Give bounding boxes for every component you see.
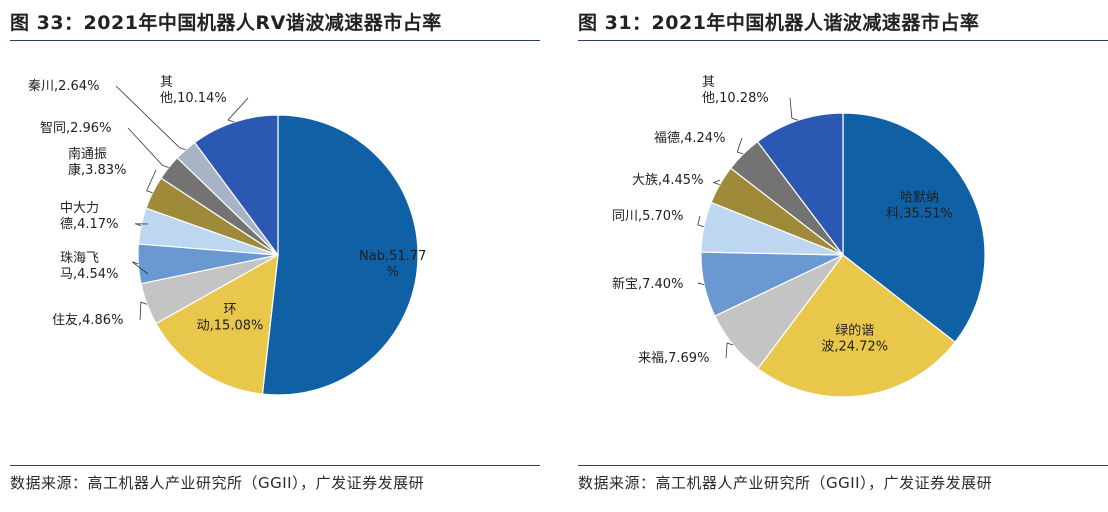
slice-label-line: 马,4.54% — [60, 267, 118, 282]
slice-label-line: 其 — [160, 75, 173, 90]
slice-label: 新宝,7.40% — [612, 276, 683, 292]
slice-label-line: 南通振 — [68, 146, 107, 162]
slice-label-line: 动,15.08% — [197, 318, 264, 333]
slice-label-line: 其 — [702, 75, 715, 90]
slice-label-line: 环 — [223, 302, 236, 317]
source-divider — [578, 465, 1108, 466]
pie-slice — [756, 254, 956, 398]
slice-label-line: 来福,7.69% — [638, 351, 709, 366]
slice-label: 南通振康,3.83% — [68, 146, 126, 178]
slice-label-line: 他,10.14% — [160, 91, 227, 106]
slice-label: 同川,5.70% — [612, 209, 683, 224]
pie-chart-harmonic: 哈默纳科,35.51% 绿的谐波,24.72% 来福,7.69% 新宝,7.40% 同川… — [612, 75, 986, 398]
chart-panel-harmonic: 图 31：2021年中国机器人谐波减速器市占率 哈默纳科,35.51% 绿的谐波,… — [568, 0, 1108, 512]
slice-label: 其他,10.14% — [160, 75, 227, 106]
slice-label-line: 绿的谐 — [835, 322, 874, 338]
slice-label-line: 大族,4.45% — [632, 172, 703, 188]
slice-label-line: % — [387, 265, 399, 280]
leader-line — [227, 97, 249, 123]
slice-label: 环动,15.08% — [197, 302, 264, 333]
slice-label: 福德,4.24% — [654, 131, 725, 146]
source-note: 数据来源：高工机器人产业研究所（GGII），广发证券发展研 — [578, 474, 993, 492]
slice-label-line: 同川,5.70% — [612, 209, 683, 224]
slice-label-line: 珠海飞 — [60, 251, 99, 266]
leader-line — [725, 342, 734, 359]
pie-slice — [155, 253, 279, 395]
slice-label-line: 康,3.83% — [68, 162, 126, 178]
slice-label-line: 福德,4.24% — [654, 131, 725, 146]
slice-label-line: 智同,2.96% — [40, 121, 111, 136]
leader-line — [115, 85, 186, 151]
slice-label: 中大力德,4.17% — [60, 201, 118, 232]
pie-slice — [842, 112, 986, 343]
slice-label: 哈默纳科,35.51% — [886, 190, 953, 222]
leader-line — [134, 223, 149, 227]
leader-line — [697, 215, 704, 228]
chart-panel-rv: 图 33：2021年中国机器人RV谐波减速器市占率 Nab,51.77% 环动,1… — [0, 0, 540, 512]
slice-label-line: Nab,51.77 — [359, 249, 426, 264]
slice-label: 绿的谐波,24.72% — [821, 322, 888, 354]
slice-label-line: 新宝,7.40% — [612, 276, 683, 292]
slice-label: 智同,2.96% — [40, 121, 111, 136]
title-divider — [578, 40, 1108, 41]
leader-line — [736, 137, 744, 155]
slice-label: 大族,4.45% — [632, 172, 703, 188]
slice-label-line: 哈默纳 — [900, 190, 939, 206]
source-divider — [10, 465, 540, 466]
pie-slice — [193, 114, 279, 257]
source-note: 数据来源：高工机器人产业研究所（GGII），广发证券发展研 — [10, 474, 425, 492]
chart-title: 图 33：2021年中国机器人RV谐波减速器市占率 — [10, 12, 442, 34]
slice-label-line: 德,4.17% — [60, 217, 118, 232]
slice-label: 秦川,2.64% — [28, 79, 99, 94]
pie-slice — [261, 114, 419, 396]
leader-line — [146, 169, 157, 194]
slice-label: 来福,7.69% — [638, 351, 709, 366]
leader-line — [697, 282, 705, 286]
pie-slice — [756, 112, 844, 257]
slice-label: 其他,10.28% — [702, 75, 769, 106]
leader-line — [139, 301, 148, 321]
leader-line — [789, 97, 799, 121]
slice-label: Nab,51.77% — [359, 249, 426, 280]
chart-title: 图 31：2021年中国机器人谐波减速器市占率 — [578, 12, 980, 34]
slice-label-line: 波,24.72% — [821, 339, 888, 354]
slice-label-line: 秦川,2.64% — [28, 79, 99, 94]
slice-label-line: 住友,4.86% — [52, 312, 123, 328]
slice-label-line: 中大力 — [60, 201, 99, 216]
slice-label: 住友,4.86% — [52, 312, 123, 328]
title-divider — [10, 40, 540, 41]
leader-line — [132, 261, 149, 275]
slice-label-line: 他,10.28% — [702, 91, 769, 106]
leader-line — [127, 127, 169, 168]
slice-label: 珠海飞马,4.54% — [60, 251, 118, 282]
leader-line — [712, 179, 721, 185]
pie-chart-rv: Nab,51.77 % 环动,15.08% 住友,4.86% 珠海飞马,4.54% 中大力… — [28, 75, 426, 396]
slice-label-line: 科,35.51% — [886, 207, 953, 222]
